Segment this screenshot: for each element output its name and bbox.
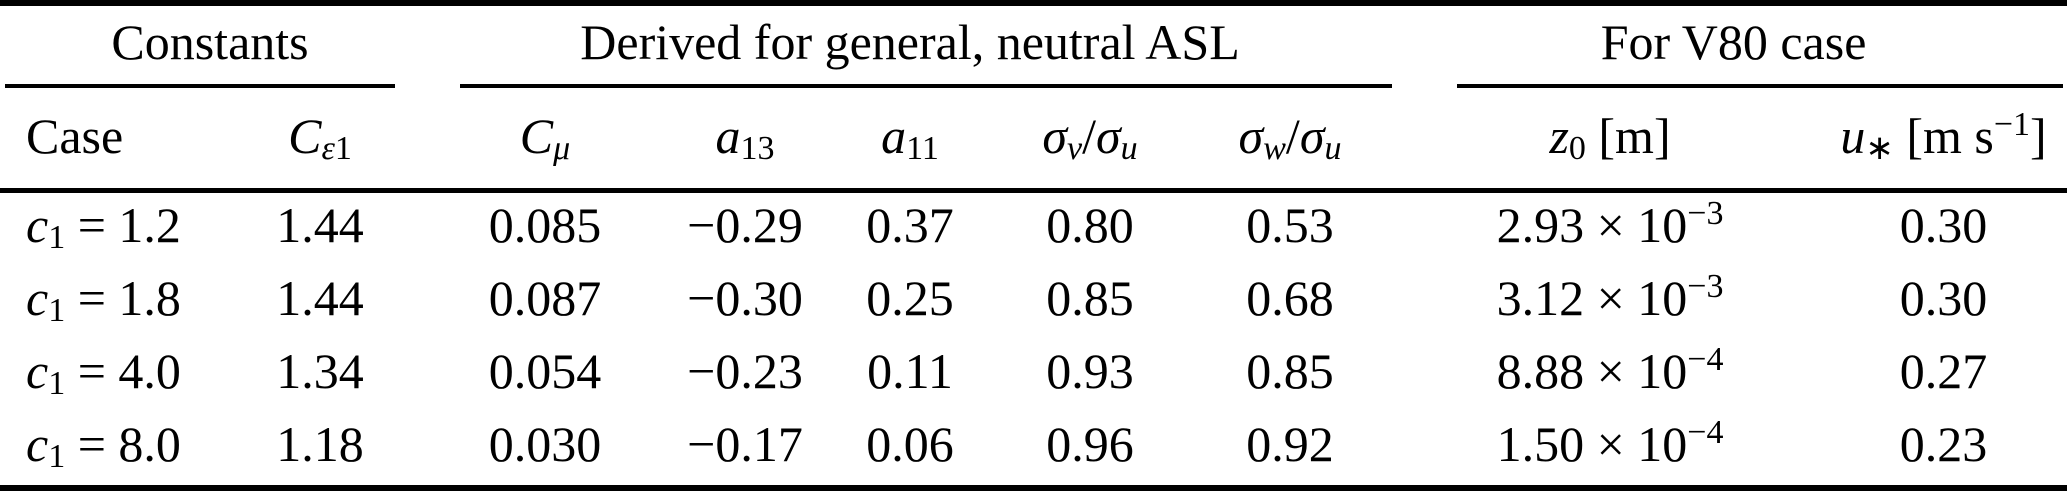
value-cell-sigma-w-over-u: 0.85 xyxy=(1246,342,1334,399)
value-cell-z0: 1.50 × 10−4 xyxy=(1496,413,1724,472)
case-cell: c1 = 1.2 xyxy=(26,196,181,256)
table-row: c1 = 1.8 1.44 0.087 −0.30 0.25 0.85 0.68 3.12 ×… xyxy=(0,261,2067,334)
results-table: Constants Derived for general, neutral A… xyxy=(0,0,2067,480)
value-cell-c-mu: 0.030 xyxy=(488,415,602,472)
derived-group-rule xyxy=(460,84,1392,88)
value-cell-a11: 0.37 xyxy=(866,196,954,253)
group-header-row: Constants Derived for general, neutral A… xyxy=(0,0,2067,84)
column-header-a11: a11 xyxy=(881,108,939,168)
top-rule xyxy=(0,0,2067,6)
value-cell-sigma-w-over-u: 0.68 xyxy=(1246,269,1334,326)
value-cell-c-mu: 0.054 xyxy=(488,342,602,399)
column-header-c-epsilon-1: Cε1 xyxy=(288,108,352,168)
value-cell-a13: −0.23 xyxy=(687,342,803,399)
column-header-u-star: u∗ [m s−1] xyxy=(1840,106,2047,168)
column-header-z0: z0 [m] xyxy=(1549,108,1671,168)
value-cell-z0: 3.12 × 10−3 xyxy=(1496,267,1724,326)
group-header-derived: Derived for general, neutral ASL xyxy=(580,14,1240,70)
table-row: c1 = 8.0 1.18 0.030 −0.17 0.06 0.96 0.92 1.50 ×… xyxy=(0,407,2067,480)
value-cell-c-epsilon-1: 1.44 xyxy=(276,196,364,253)
group-header-v80: For V80 case xyxy=(1600,14,1867,70)
table-row: c1 = 4.0 1.34 0.054 −0.23 0.11 0.93 0.85 8.88 ×… xyxy=(0,334,2067,407)
value-cell-a13: −0.29 xyxy=(687,196,803,253)
column-header-sigma-w-over-u: σw/σu xyxy=(1238,108,1342,168)
value-cell-z0: 8.88 × 10−4 xyxy=(1496,340,1724,399)
value-cell-sigma-v-over-u: 0.85 xyxy=(1046,269,1134,326)
value-cell-a11: 0.25 xyxy=(866,269,954,326)
bottom-rule xyxy=(0,485,2067,491)
table-body: c1 = 1.2 1.44 0.085 −0.29 0.37 0.80 0.53 2.93 ×… xyxy=(0,188,2067,480)
case-cell: c1 = 8.0 xyxy=(26,415,181,475)
value-cell-u-star: 0.23 xyxy=(1899,415,1988,472)
value-cell-sigma-v-over-u: 0.80 xyxy=(1046,196,1134,253)
column-header-c-mu: Cμ xyxy=(519,108,571,168)
value-cell-sigma-w-over-u: 0.53 xyxy=(1246,196,1334,253)
value-cell-c-epsilon-1: 1.18 xyxy=(276,415,364,472)
value-cell-a11: 0.11 xyxy=(867,342,953,399)
value-cell-z0: 2.93 × 10−3 xyxy=(1496,194,1724,253)
column-header-a13: a13 xyxy=(715,108,775,168)
value-cell-sigma-v-over-u: 0.96 xyxy=(1046,415,1134,472)
v80-group-rule xyxy=(1457,84,2063,88)
value-cell-c-mu: 0.085 xyxy=(488,196,602,253)
header-rule xyxy=(0,188,2067,193)
value-cell-sigma-v-over-u: 0.93 xyxy=(1046,342,1134,399)
column-header-case: Case xyxy=(26,108,124,164)
value-cell-u-star: 0.30 xyxy=(1899,196,1988,253)
case-cell: c1 = 1.8 xyxy=(26,269,181,329)
column-header-sigma-v-over-u: σv/σu xyxy=(1042,108,1138,168)
column-header-row: Case Cε1 Cμ a13 a11 σv/σu σw/σu z0 [m] u… xyxy=(0,84,2067,188)
value-cell-a13: −0.17 xyxy=(687,415,803,472)
value-cell-u-star: 0.30 xyxy=(1899,269,1988,326)
value-cell-a13: −0.30 xyxy=(687,269,803,326)
value-cell-c-epsilon-1: 1.44 xyxy=(276,269,364,326)
table-row: c1 = 1.2 1.44 0.085 −0.29 0.37 0.80 0.53 2.93 ×… xyxy=(0,188,2067,261)
case-cell: c1 = 4.0 xyxy=(26,342,181,402)
value-cell-u-star: 0.27 xyxy=(1899,342,1988,399)
value-cell-c-epsilon-1: 1.34 xyxy=(276,342,364,399)
value-cell-a11: 0.06 xyxy=(866,415,954,472)
value-cell-sigma-w-over-u: 0.92 xyxy=(1246,415,1334,472)
group-header-constants: Constants xyxy=(111,14,309,70)
value-cell-c-mu: 0.087 xyxy=(488,269,602,326)
constants-group-rule xyxy=(5,84,395,88)
